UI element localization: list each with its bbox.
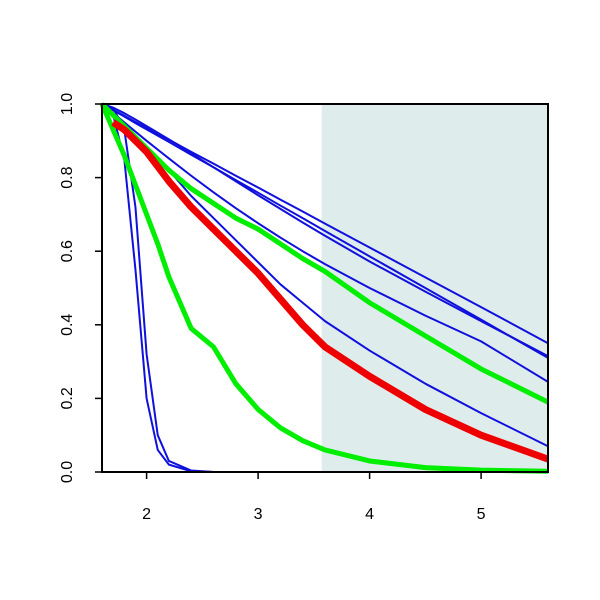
x-tick-label: 5 xyxy=(477,506,486,523)
y-tick-label: 0.6 xyxy=(59,240,76,262)
y-tick-label: 0.4 xyxy=(59,314,76,336)
curve xyxy=(101,103,549,383)
curve xyxy=(99,103,549,474)
y-tick-label: 0.8 xyxy=(59,166,76,188)
x-tick-label: 3 xyxy=(254,506,263,523)
curve xyxy=(101,103,549,357)
x-tick-label: 4 xyxy=(365,506,374,523)
y-tick-label: 0.0 xyxy=(59,461,76,483)
curve xyxy=(111,119,550,463)
x-tick-label: 2 xyxy=(142,506,151,523)
y-tick-label: 1.0 xyxy=(59,93,76,115)
plot-frame xyxy=(101,103,549,473)
y-tick-label: 0.2 xyxy=(59,387,76,409)
